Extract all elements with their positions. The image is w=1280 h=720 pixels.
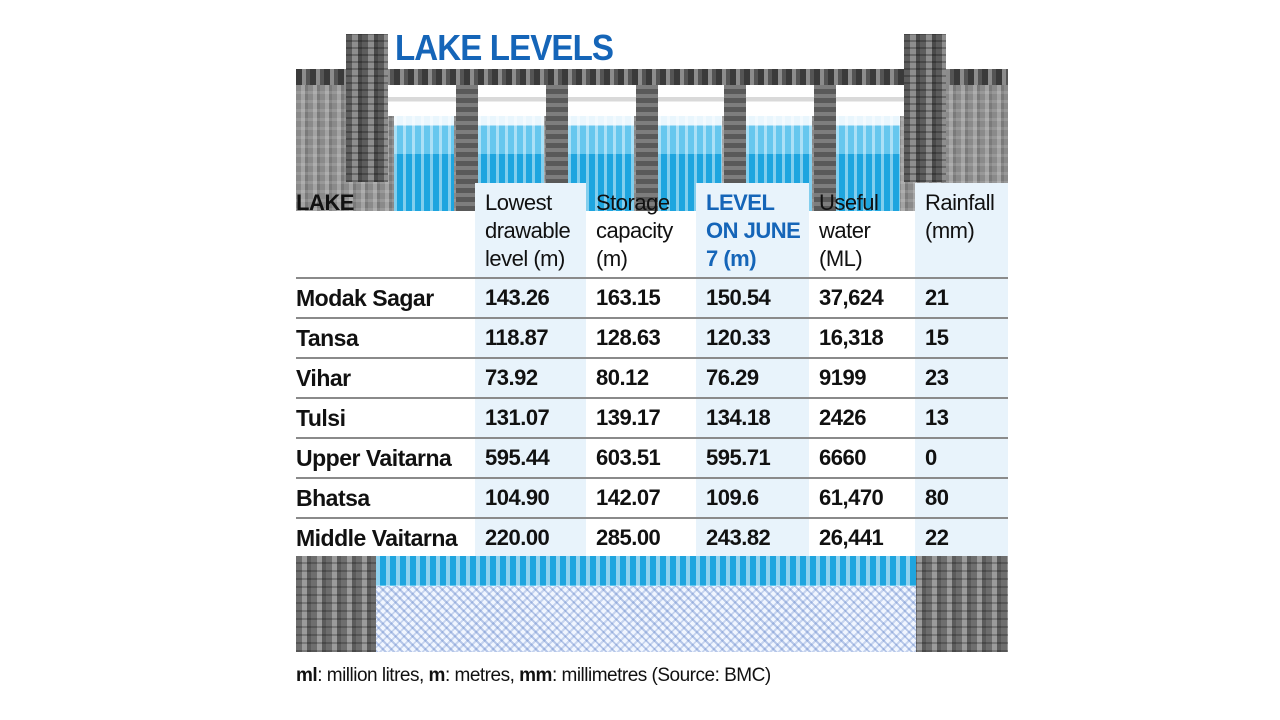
lake-levels-infographic: LAKE LEVELS LAKE Lowest drawable level (… bbox=[296, 28, 1008, 688]
header-lake: LAKE bbox=[296, 190, 354, 215]
footnote-m-key: m bbox=[428, 665, 446, 686]
storage-capacity: 163.15 bbox=[586, 277, 696, 318]
lowest-drawable-level: 220.00 bbox=[475, 517, 586, 557]
header-useful-water: Useful water (ML) bbox=[819, 190, 879, 271]
lake-name: Tansa bbox=[296, 317, 475, 358]
dam-pillar bbox=[814, 84, 836, 211]
useful-water: 16,318 bbox=[809, 317, 915, 358]
useful-water: 61,470 bbox=[809, 477, 915, 518]
lowest-drawable-level: 118.87 bbox=[475, 317, 586, 358]
lake-name: Bhatsa bbox=[296, 477, 475, 518]
spillway-water bbox=[394, 116, 454, 211]
dam-deck bbox=[296, 69, 1008, 85]
level-on-june-7: 150.54 bbox=[696, 277, 809, 318]
table-row: Upper Vaitarna 595.44 603.51 595.71 6660… bbox=[296, 437, 1008, 478]
dam-pillar bbox=[724, 84, 746, 211]
table-row: Vihar 73.92 80.12 76.29 9199 23 bbox=[296, 357, 1008, 398]
level-on-june-7: 120.33 bbox=[696, 317, 809, 358]
useful-water: 37,624 bbox=[809, 277, 915, 318]
header-level-on-june-7: LEVEL ON JUNE 7 (m) bbox=[696, 183, 809, 278]
storage-capacity: 139.17 bbox=[586, 397, 696, 438]
rainfall: 22 bbox=[915, 517, 1008, 557]
lake-name: Middle Vaitarna bbox=[296, 517, 475, 557]
table-row: Bhatsa 104.90 142.07 109.6 61,470 80 bbox=[296, 477, 1008, 518]
dam-illustration-top bbox=[296, 34, 1008, 211]
storage-capacity: 80.12 bbox=[586, 357, 696, 398]
water-foam bbox=[376, 586, 916, 652]
storage-capacity: 603.51 bbox=[586, 437, 696, 478]
rainfall: 80 bbox=[915, 477, 1008, 518]
lake-name: Upper Vaitarna bbox=[296, 437, 475, 478]
lake-name: Tulsi bbox=[296, 397, 475, 438]
dam-pillar bbox=[456, 84, 478, 211]
spillway-water bbox=[836, 116, 900, 211]
storage-capacity: 285.00 bbox=[586, 517, 696, 557]
storage-capacity: 128.63 bbox=[586, 317, 696, 358]
table-header-row: LAKE Lowest drawable level (m) Storage c… bbox=[296, 183, 1008, 278]
footnote-ml-text: : million litres, bbox=[317, 665, 424, 686]
rainfall: 13 bbox=[915, 397, 1008, 438]
dam-pillar bbox=[636, 84, 658, 211]
footnote-mm-text: : millimetres (Source: BMC) bbox=[551, 665, 771, 686]
level-on-june-7: 243.82 bbox=[696, 517, 809, 557]
level-on-june-7: 595.71 bbox=[696, 437, 809, 478]
infographic-title: LAKE LEVELS bbox=[395, 27, 614, 68]
lowest-drawable-level: 131.07 bbox=[475, 397, 586, 438]
dam-tower-right bbox=[904, 34, 946, 182]
header-lowest-drawable-level: Lowest drawable level (m) bbox=[475, 183, 586, 278]
useful-water: 9199 bbox=[809, 357, 915, 398]
lake-levels-table: LAKE Lowest drawable level (m) Storage c… bbox=[296, 183, 1008, 557]
footnote: ml: million litres, m: metres, mm: milli… bbox=[296, 664, 771, 688]
header-rainfall: Rainfall (mm) bbox=[915, 183, 1008, 278]
rainfall: 15 bbox=[915, 317, 1008, 358]
header-storage-capacity: Storage capacity (m) bbox=[596, 190, 673, 271]
table-row: Middle Vaitarna 220.00 285.00 243.82 26,… bbox=[296, 517, 1008, 557]
rainfall: 0 bbox=[915, 437, 1008, 478]
storage-capacity: 142.07 bbox=[586, 477, 696, 518]
lowest-drawable-level: 595.44 bbox=[475, 437, 586, 478]
level-on-june-7: 109.6 bbox=[696, 477, 809, 518]
lowest-drawable-level: 143.26 bbox=[475, 277, 586, 318]
table-row: Tansa 118.87 128.63 120.33 16,318 15 bbox=[296, 317, 1008, 358]
level-on-june-7: 134.18 bbox=[696, 397, 809, 438]
table-row: Tulsi 131.07 139.17 134.18 2426 13 bbox=[296, 397, 1008, 438]
dam-illustration-bottom bbox=[296, 556, 1008, 652]
footnote-mm-key: mm bbox=[519, 665, 552, 686]
lowest-drawable-level: 104.90 bbox=[475, 477, 586, 518]
lowest-drawable-level: 73.92 bbox=[475, 357, 586, 398]
useful-water: 2426 bbox=[809, 397, 915, 438]
footnote-ml-key: ml bbox=[296, 665, 318, 686]
footnote-m-text: : metres, bbox=[444, 665, 515, 686]
dam-tower-left bbox=[346, 34, 388, 182]
useful-water: 6660 bbox=[809, 437, 915, 478]
dam-pillar bbox=[546, 84, 568, 211]
useful-water: 26,441 bbox=[809, 517, 915, 557]
lake-name: Modak Sagar bbox=[296, 277, 475, 318]
rainfall: 23 bbox=[915, 357, 1008, 398]
table-row: Modak Sagar 143.26 163.15 150.54 37,624 … bbox=[296, 277, 1008, 318]
level-on-june-7: 76.29 bbox=[696, 357, 809, 398]
rainfall: 21 bbox=[915, 277, 1008, 318]
lake-name: Vihar bbox=[296, 357, 475, 398]
